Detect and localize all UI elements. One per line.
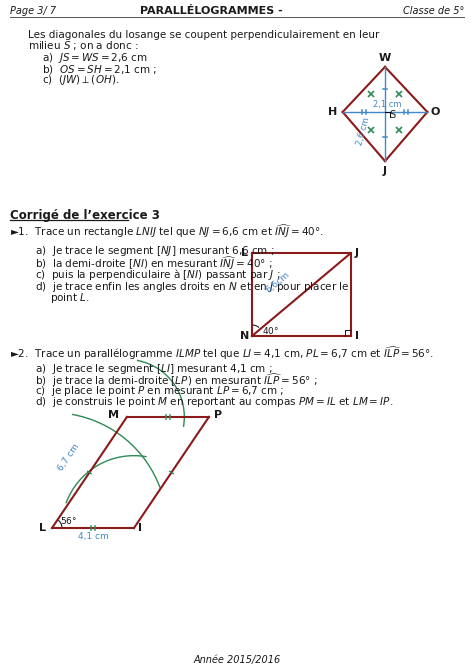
Text: b)  $OS = SH = 2{,}1$ cm ;: b) $OS = SH = 2{,}1$ cm ; [42, 62, 157, 76]
Text: Classe de 5°: Classe de 5° [402, 6, 464, 16]
Text: I: I [138, 523, 142, 533]
Text: 2,6 cm: 2,6 cm [355, 117, 371, 147]
Text: O: O [431, 107, 440, 117]
Text: Corrigé de l’exercice 3: Corrigé de l’exercice 3 [10, 208, 160, 222]
Text: a)  Je trace le segment $[LI]$ mesurant 4,1 cm ;: a) Je trace le segment $[LI]$ mesurant 4… [35, 362, 273, 376]
Text: L: L [241, 249, 248, 258]
Text: c)  puis la perpendiculaire à $[NI)$ passant par $J$ ;: c) puis la perpendiculaire à $[NI)$ pass… [35, 267, 281, 283]
Text: a)  $JS = WS = 2{,}6$ cm: a) $JS = WS = 2{,}6$ cm [42, 51, 148, 65]
Text: P: P [140, 6, 148, 16]
Text: $56°$: $56°$ [60, 515, 77, 525]
Text: d)  je construis le point $M$ en reportant au compas $PM = IL$ et $LM = IP$.: d) je construis le point $M$ en reportan… [35, 395, 393, 409]
Text: L: L [39, 523, 46, 533]
Text: J: J [383, 166, 387, 176]
Text: I: I [355, 331, 359, 341]
Text: W: W [379, 53, 391, 63]
Text: c)  $(JW) \perp (OH)$.: c) $(JW) \perp (OH)$. [42, 73, 119, 87]
Text: b)  la demi-droite $[NI)$ en mesurant $\widehat{INJ} = 40°$ ;: b) la demi-droite $[NI)$ en mesurant $\w… [35, 255, 273, 271]
Text: 6,6cm: 6,6cm [264, 270, 292, 295]
Text: 6,7 cm: 6,7 cm [57, 442, 82, 472]
Text: a)  Je trace le segment $[NJ]$ mesurant 6,6 cm ;: a) Je trace le segment $[NJ]$ mesurant 6… [35, 244, 275, 258]
Text: Les diagonales du losange se coupent perpendiculairement en leur: Les diagonales du losange se coupent per… [28, 30, 379, 40]
Text: N: N [240, 331, 250, 341]
Text: b)  je trace la demi-droite $[LP)$ en mesurant $\widehat{ILP} = 56°$ ;: b) je trace la demi-droite $[LP)$ en mes… [35, 371, 318, 389]
Text: M: M [108, 410, 119, 420]
Text: Page 3/ 7: Page 3/ 7 [10, 6, 56, 16]
Text: point $L$.: point $L$. [50, 291, 90, 305]
Text: P: P [214, 410, 222, 420]
Text: d)  je trace enfin les angles droits en $N$ et en $J$ pour placer le: d) je trace enfin les angles droits en $… [35, 280, 349, 294]
Text: c)  je place le point $P$ en mesurant $LP = 6{,}7$ cm ;: c) je place le point $P$ en mesurant $LP… [35, 384, 284, 398]
Text: ARALLÉLOGRAMMES -: ARALLÉLOGRAMMES - [147, 6, 283, 16]
Text: milieu $S$ ; on a donc :: milieu $S$ ; on a donc : [28, 40, 138, 52]
Text: ►2.  Trace un parallélogramme $ILMP$ tel que $LI = 4{,}1$ cm, $PL = 6{,}7$ cm et: ►2. Trace un parallélogramme $ILMP$ tel … [10, 344, 434, 362]
Text: $40°$: $40°$ [262, 324, 279, 336]
Text: 2,1 cm: 2,1 cm [373, 100, 401, 109]
Text: H: H [328, 107, 337, 117]
Text: S: S [389, 110, 395, 120]
Text: 4,1 cm: 4,1 cm [78, 533, 109, 541]
Text: ►1.  Trace un rectangle $LNIJ$ tel que $NJ = 6{,}6$ cm et $\widehat{INJ} = 40°$.: ►1. Trace un rectangle $LNIJ$ tel que $N… [10, 222, 324, 240]
Text: Année 2015/2016: Année 2015/2016 [193, 655, 281, 665]
Text: J: J [355, 249, 359, 258]
